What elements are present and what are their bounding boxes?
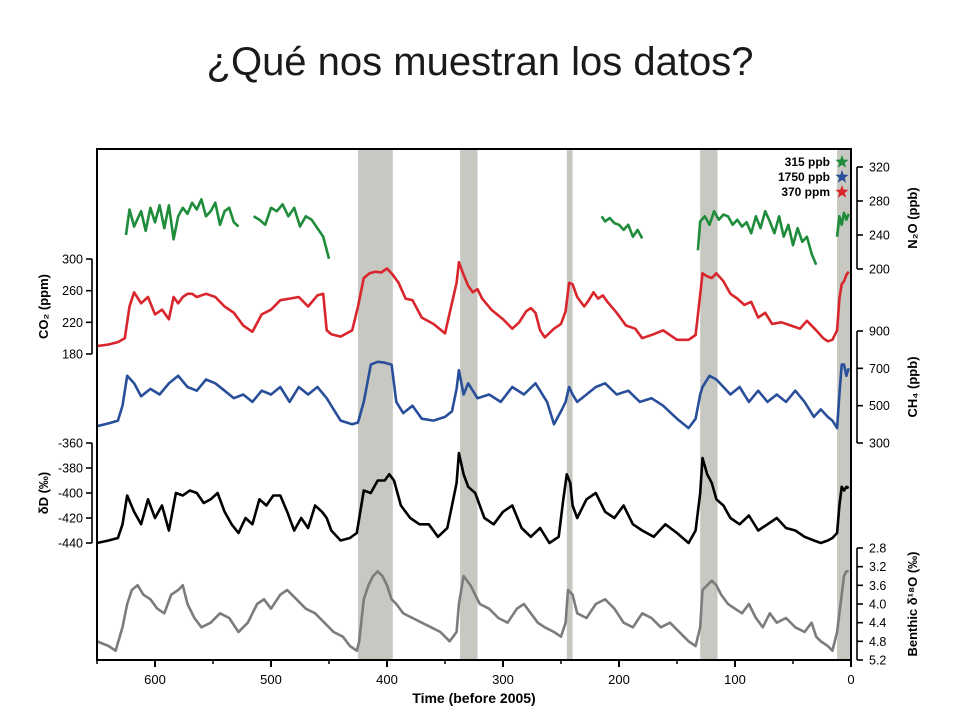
y-tick-label-d: -360 xyxy=(58,437,83,451)
x-tick-label-500: 500 xyxy=(260,672,282,687)
legend-label-1750-ppb: 1750 ppb xyxy=(778,170,830,184)
y-tick-label-benthic-18o: 5.2 xyxy=(869,654,886,668)
y-tick-label-d: -380 xyxy=(58,462,83,476)
y-tick-label-n2o: 280 xyxy=(869,195,890,209)
y-tick-label-co2: 260 xyxy=(62,284,83,298)
plot-frame xyxy=(96,148,852,661)
y-tick-label-n2o: 320 xyxy=(869,161,890,175)
legend-label-370-ppm: 370 ppm xyxy=(781,185,830,199)
y-tick-label-benthic-18o: 3.6 xyxy=(869,579,886,593)
y-axis-label-co2: CO₂ (ppm) xyxy=(36,274,51,339)
x-tick-label-100: 100 xyxy=(724,672,746,687)
y-tick-label-ch4: 500 xyxy=(869,399,890,413)
series-line-ch4 xyxy=(96,360,850,430)
series-line-co2 xyxy=(96,260,850,348)
y-tick-label-benthic-18o: 4.4 xyxy=(869,616,886,630)
series-line-n2o-seg-1 xyxy=(252,203,331,260)
x-tick-label-600: 600 xyxy=(144,672,166,687)
series-line-n2o-seg-4 xyxy=(835,211,850,237)
series-lines xyxy=(96,198,850,653)
y-axis-label-n2o: N₂O (ppb) xyxy=(905,187,920,248)
y-tick-label-benthic-18o: 2.8 xyxy=(869,542,886,556)
axes: 600 500 400 300 200 100 0 Time (before 2005) 320… xyxy=(36,148,920,706)
y-tick-label-n2o: 240 xyxy=(869,229,890,243)
y-axis-label-d: δD (‰) xyxy=(36,472,51,515)
y-tick-label-ch4: 900 xyxy=(869,325,890,339)
y-tick-label-benthic-18o: 4.0 xyxy=(869,598,886,612)
slide-title: ¿Qué nos muestran los datos? xyxy=(206,40,754,84)
y-axis-label-benthic-18o: Benthic δ¹⁸O (‰) xyxy=(905,551,920,656)
y-tick-label-d: -440 xyxy=(58,537,83,551)
series-line-n2o-seg-0 xyxy=(124,198,240,241)
interglacial-bands xyxy=(358,149,851,660)
y-tick-label-benthic-18o: 4.8 xyxy=(869,635,886,649)
y-tick-label-ch4: 700 xyxy=(869,362,890,376)
x-tick-label-200: 200 xyxy=(608,672,630,687)
x-axis-label: Time (before 2005) xyxy=(412,690,535,706)
series-line-d xyxy=(96,451,850,545)
y-tick-label-co2: 180 xyxy=(62,348,83,362)
y-tick-label-co2: 220 xyxy=(62,316,83,330)
y-tick-label-n2o: 200 xyxy=(869,263,890,277)
y-tick-label-d: -400 xyxy=(58,487,83,501)
x-tick-label-300: 300 xyxy=(492,672,514,687)
x-tick-label-400: 400 xyxy=(376,672,398,687)
series-line-n2o-seg-2 xyxy=(600,215,644,240)
interglacial-band-4 xyxy=(837,149,851,660)
interglacial-band-2 xyxy=(566,149,573,660)
series-line-n2o-seg-3 xyxy=(696,209,818,266)
legend-star-icon-1750-ppb xyxy=(835,170,849,183)
y-tick-label-co2: 300 xyxy=(62,253,83,267)
x-tick-label-0: 0 xyxy=(847,672,854,687)
y-tick-label-ch4: 300 xyxy=(869,437,890,451)
y-tick-label-benthic-18o: 3.2 xyxy=(869,560,886,574)
y-tick-label-d: -420 xyxy=(58,512,83,526)
legend-label-315-ppb: 315 ppb xyxy=(785,155,830,169)
y-axis-label-ch4: CH₄ (ppb) xyxy=(905,356,920,417)
series-line-benthic-18o xyxy=(96,569,849,653)
legend-star-icon-315-ppb xyxy=(835,155,849,168)
legend-star-icon-370-ppm xyxy=(835,185,849,198)
